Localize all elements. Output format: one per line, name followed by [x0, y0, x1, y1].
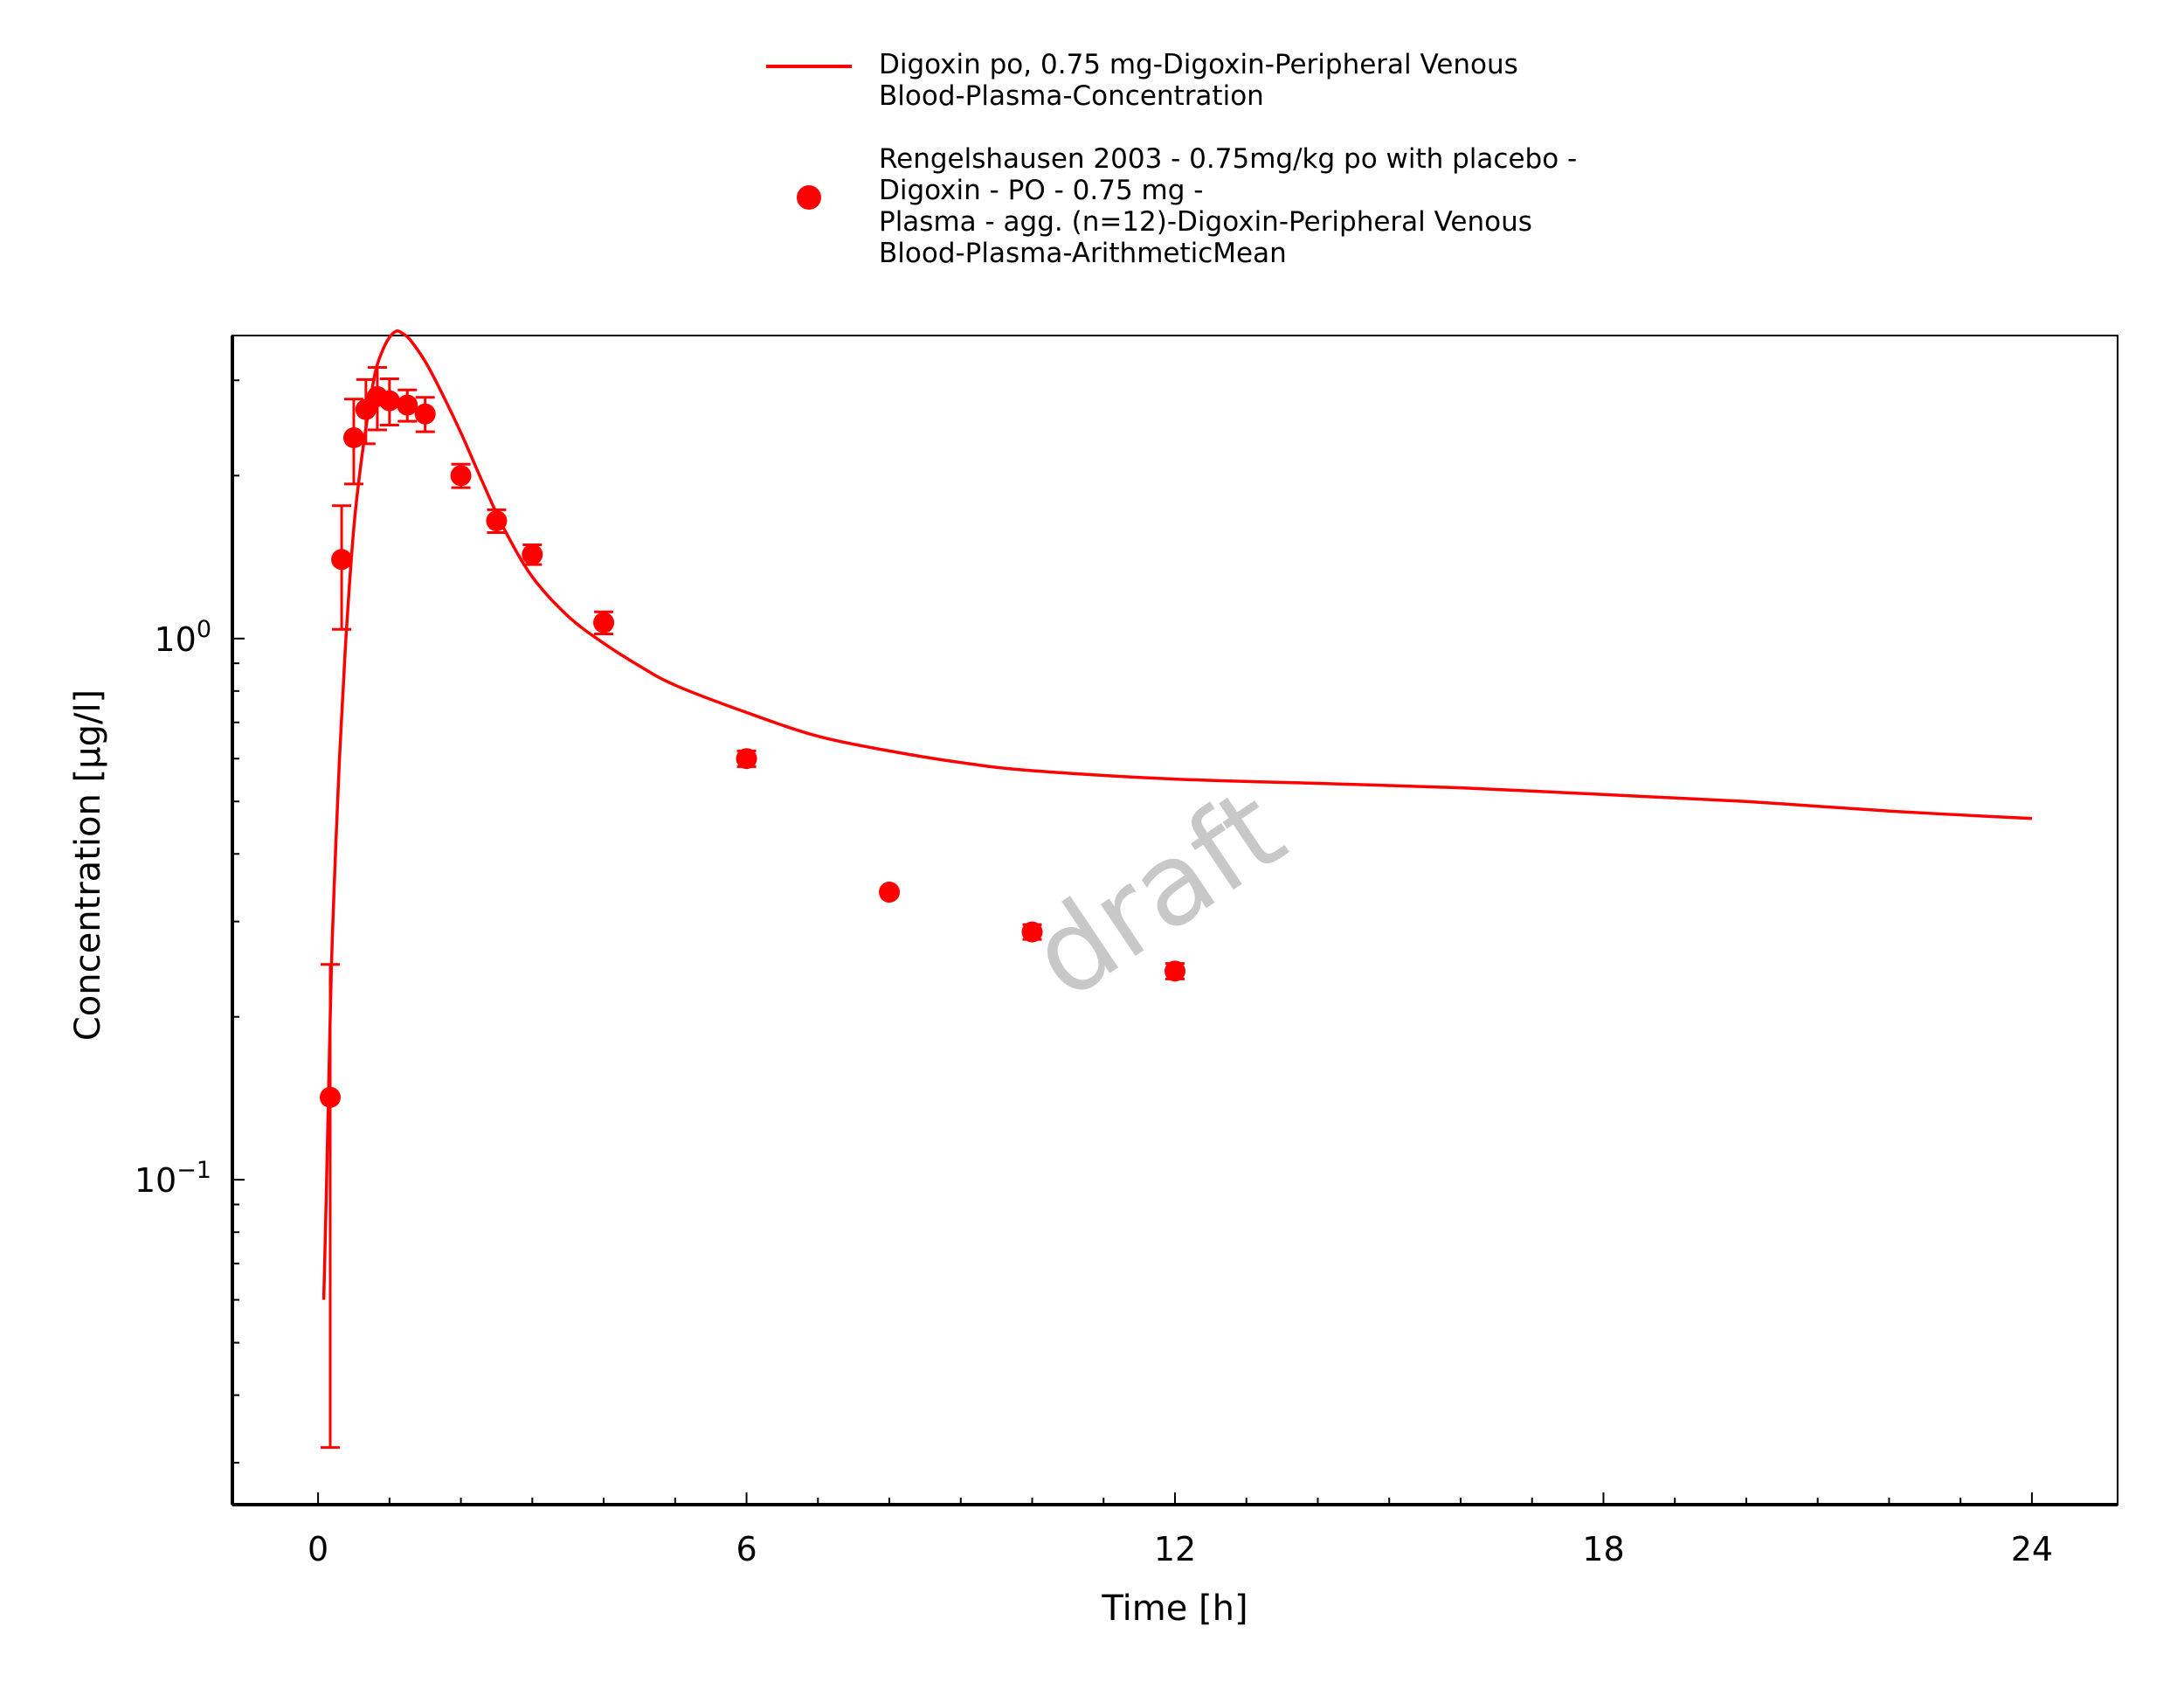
y-tick-label-exponent: −1 — [176, 1157, 211, 1184]
y-tick-label: 100 — [154, 616, 211, 659]
y-tick-label: 10−1 — [135, 1157, 211, 1200]
data-point — [1021, 921, 1043, 943]
data-point — [414, 403, 436, 425]
legend-entry-line: Digoxin po, 0.75 mg-Digoxin-Peripheral V… — [879, 49, 1527, 112]
x-tick-label: 18 — [1582, 1530, 1624, 1568]
legend: Digoxin po, 0.75 mg-Digoxin-Peripheral V… — [766, 49, 1586, 269]
y-tick-label-exponent: 0 — [197, 616, 211, 643]
observed-data — [319, 365, 1185, 1450]
data-point — [1165, 960, 1185, 982]
x-axis-title: Time [h] — [1101, 1589, 1248, 1629]
legend-scatter-text-4: Blood-Plasma-ArithmeticMean — [879, 238, 1287, 269]
data-point — [397, 394, 418, 416]
model-curve-path — [321, 329, 2032, 1300]
y-axis-title: Concentration [µg/l] — [68, 689, 108, 1041]
x-tick-label: 0 — [308, 1530, 328, 1568]
legend-scatter-text-1: Rengelshausen 2003 - 0.75mg/kg po with p… — [879, 143, 1577, 175]
legend-scatter-text-2: Digoxin - PO - 0.75 mg - — [879, 175, 1203, 206]
data-point — [736, 748, 757, 770]
data-point — [319, 1086, 341, 1108]
y-tick-label-base: 10 — [154, 620, 196, 659]
x-tick-label: 6 — [736, 1530, 757, 1568]
draft-watermark: draft — [1008, 763, 1307, 1024]
legend-scatter-text-3: Plasma - agg. (n=12)-Digoxin-Peripheral … — [879, 206, 1532, 238]
data-point — [486, 510, 508, 532]
x-axis: 0 6 12 18 24 — [308, 1492, 2053, 1568]
data-point — [378, 390, 400, 412]
x-tick-label: 24 — [2011, 1530, 2053, 1568]
x-tick-label: 12 — [1154, 1530, 1196, 1568]
legend-line-text-1: Digoxin po, 0.75 mg-Digoxin-Peripheral V… — [879, 49, 1518, 80]
legend-marker-swatch — [797, 185, 821, 210]
y-tick-label-base: 10 — [135, 1161, 176, 1200]
legend-line-text-2: Blood-Plasma-Concentration — [879, 80, 1264, 112]
model-curve — [321, 329, 2032, 1300]
data-point — [593, 612, 615, 633]
data-point — [522, 543, 543, 565]
data-point — [331, 549, 353, 571]
data-point — [879, 881, 901, 903]
data-point — [450, 465, 472, 487]
legend-entry-scatter: Rengelshausen 2003 - 0.75mg/kg po with p… — [879, 143, 1586, 269]
